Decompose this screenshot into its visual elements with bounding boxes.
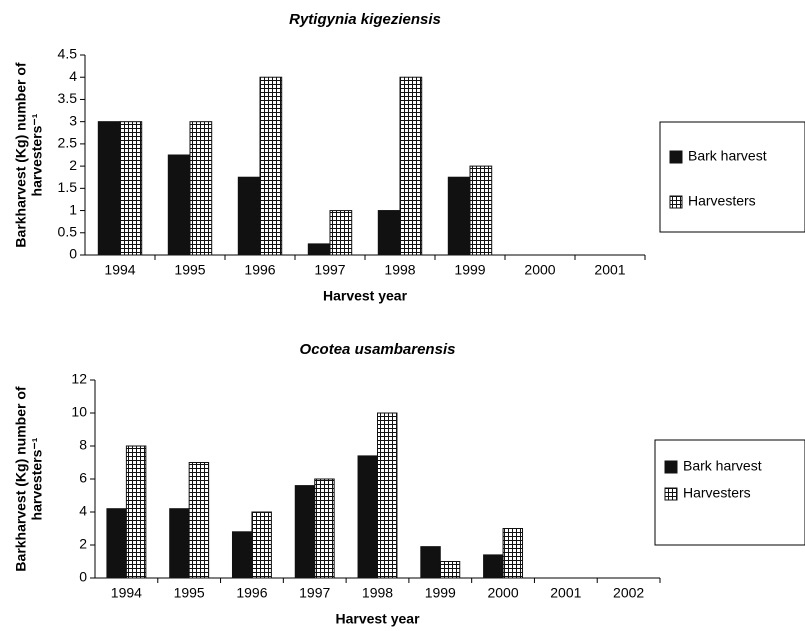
y-tick-label: 1.5 [58,179,78,195]
bar [314,478,335,579]
bar [97,121,121,256]
y-tick-label: 12 [71,371,87,387]
bar [420,546,441,579]
x-tick-label: 1998 [384,262,415,278]
legend-box [659,121,805,233]
bar [469,165,493,256]
x-tick-label: 1998 [362,585,393,601]
x-tick-label: 1997 [299,585,330,601]
legend-swatch [669,195,683,209]
x-tick-label: 1994 [104,262,135,278]
legend-box [654,439,805,546]
y-tick-label: 2.5 [58,135,78,151]
y-tick-label: 0 [79,569,87,585]
x-tick-label: 1997 [314,262,345,278]
x-axis-label: Harvest year [323,288,408,304]
bar [307,243,331,256]
x-tick-label: 2001 [550,585,581,601]
bar [251,511,272,579]
y-tick-label: 8 [79,437,87,453]
legend-label: Bark harvest [683,458,762,474]
bar [377,210,401,256]
x-tick-label: 2000 [524,262,555,278]
y-axis-label: Barkharvest (Kg) number of [13,62,29,247]
x-tick-label: 1994 [111,585,142,601]
bar [167,154,191,256]
bar [119,121,143,256]
bar [125,445,147,579]
y-axis-label: Barkharvest (Kg) number of [13,386,29,571]
bar [329,210,353,256]
y-tick-label: 4.5 [58,46,78,62]
bar [399,76,423,256]
legend-label: Harvesters [683,485,751,501]
y-tick-label: 0 [69,246,77,262]
bar [483,554,504,579]
x-tick-label: 1995 [174,262,205,278]
legend-swatch [669,150,683,164]
x-axis-label: Harvest year [335,611,420,627]
bar [502,528,524,579]
x-tick-label: 1995 [174,585,205,601]
bar [294,485,316,579]
y-tick-label: 2 [69,157,77,173]
legend-label: Bark harvest [688,148,767,164]
x-tick-label: 2000 [487,585,518,601]
y-tick-label: 1 [69,201,77,217]
bar [259,76,283,256]
y-axis-label: harvesters⁻¹ [29,437,45,520]
bar [439,561,461,579]
bar [231,531,253,579]
x-tick-label: 1999 [454,262,485,278]
bar [169,508,190,579]
y-tick-label: 3 [69,112,77,128]
legend-label: Harvesters [688,193,756,209]
legend-swatch [664,460,678,474]
bar [189,121,213,256]
bar [188,462,210,579]
x-tick-label: 2001 [594,262,625,278]
y-tick-label: 6 [79,470,87,486]
legend-swatch [664,487,678,501]
y-tick-label: 3.5 [58,90,78,106]
x-tick-label: 1996 [244,262,275,278]
chart-title: Rytigynia kigeziensis [289,11,441,28]
y-tick-label: 2 [79,536,87,552]
y-tick-label: 4 [69,68,77,84]
y-tick-label: 0.5 [58,223,78,239]
chart-title: Ocotea usambarensis [300,341,456,358]
bar [237,176,261,256]
bar [447,176,471,256]
x-tick-label: 1999 [425,585,456,601]
x-tick-label: 1996 [236,585,267,601]
y-axis-label: harvesters⁻¹ [29,113,45,196]
bar [377,412,398,579]
y-tick-label: 4 [79,503,87,519]
x-tick-label: 2002 [613,585,644,601]
y-tick-label: 10 [71,404,87,420]
bar [106,508,127,579]
bar [357,455,378,579]
